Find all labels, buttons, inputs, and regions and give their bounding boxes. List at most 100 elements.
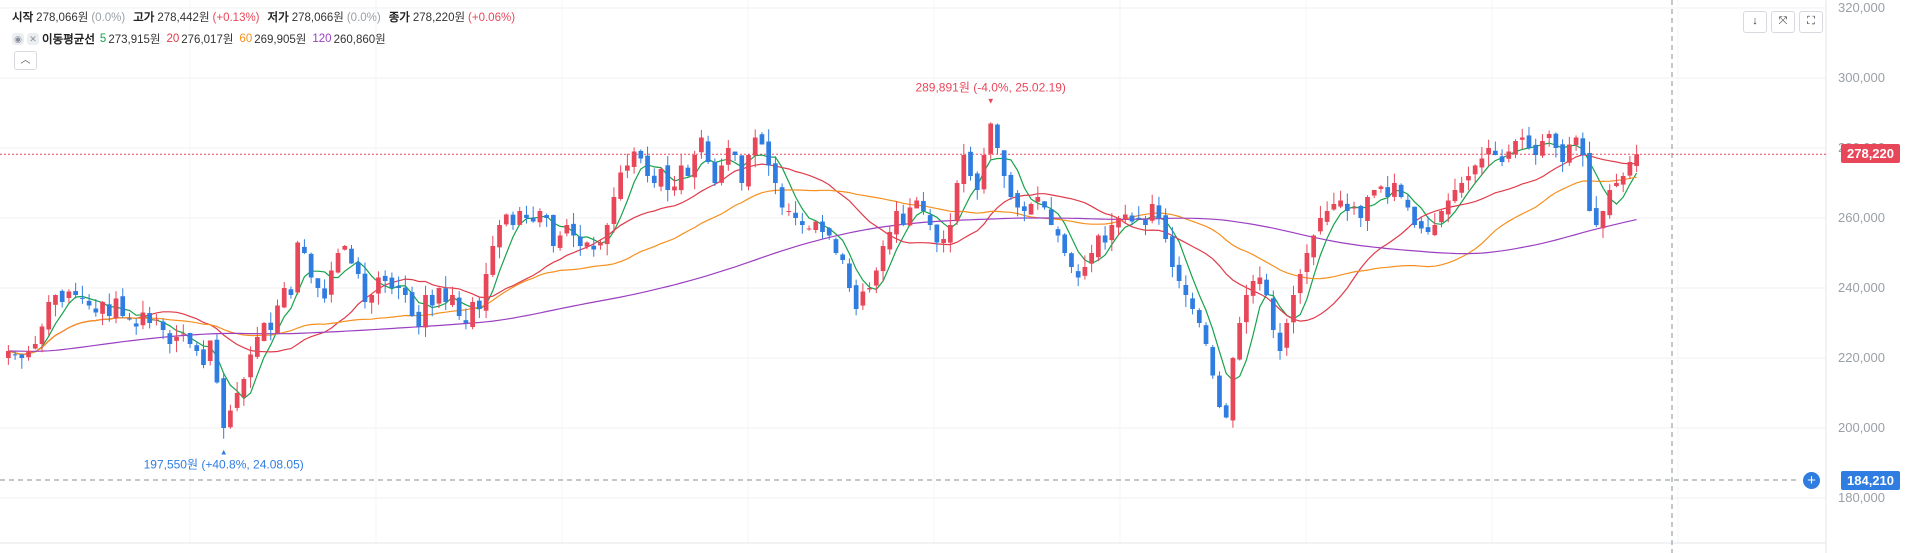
candle-body [32, 344, 38, 349]
close-label: 종가 [388, 12, 410, 24]
candle-body [1486, 148, 1491, 155]
candle-body [1445, 200, 1451, 215]
compress-icon: ⤧ [1778, 15, 1788, 27]
download-button[interactable]: ↓ [1743, 11, 1767, 33]
candle-body [450, 295, 455, 306]
candle-body [1129, 215, 1135, 222]
candle-body [1183, 284, 1189, 295]
candle-body [100, 302, 105, 314]
chart-annotations: ▼ 289,891원 (-4.0%, 25.02.19) ▲197,550원 (+4… [144, 80, 1066, 471]
candle-body [887, 232, 893, 250]
ma-legend: ◉ ✕ 이동평균선 5 273,915원 20 276,017원 60 269,905… [12, 31, 392, 47]
candle-body [39, 326, 45, 345]
candle-body [1553, 133, 1559, 148]
candle-body [1021, 206, 1027, 211]
candle-body [1270, 298, 1276, 330]
candle-body [1122, 214, 1128, 220]
candle-body [1223, 405, 1229, 418]
candle-body [174, 337, 179, 341]
candle-body [268, 322, 274, 330]
candle-body [1311, 235, 1317, 258]
candle-body [598, 242, 603, 246]
price-tick-label: 240,000 [1838, 280, 1885, 295]
candle-body [564, 225, 570, 234]
candle-body [1048, 209, 1054, 225]
candle-body [1257, 277, 1263, 285]
candle-body [1587, 152, 1592, 211]
candle-body [335, 253, 341, 273]
candle-body [1513, 141, 1518, 155]
candle-body [860, 291, 866, 306]
candle-body [133, 323, 139, 327]
candle-body [867, 288, 872, 290]
candle-body [26, 351, 31, 358]
candle-body [793, 212, 798, 218]
candle-body [261, 323, 267, 342]
close-value: 278,220원 [412, 12, 466, 24]
candle-body [456, 297, 462, 316]
candle-body [59, 290, 65, 302]
candle-body [1136, 217, 1142, 219]
candle-body [651, 175, 657, 183]
candle-body [396, 286, 401, 288]
candle-body [1432, 225, 1438, 236]
candle-body [1217, 375, 1222, 407]
candle-body [510, 214, 516, 225]
candle-body [1116, 218, 1121, 228]
candle-body [281, 288, 287, 308]
close-icon[interactable]: ✕ [27, 33, 39, 45]
chevron-up-icon: ︿ [20, 55, 31, 66]
current-price-badge: 278,220 [1841, 144, 1900, 163]
candle-body [988, 123, 994, 154]
candle-body [1546, 134, 1552, 139]
candle-body [1412, 206, 1417, 225]
candle-body [1466, 176, 1471, 181]
fullscreen-button[interactable]: ⛶ [1799, 11, 1823, 33]
candle-body [302, 246, 307, 253]
candle-body [1297, 274, 1303, 294]
price-tick-label: 260,000 [1838, 210, 1885, 225]
candle-body [436, 288, 442, 304]
candle-body [678, 165, 684, 191]
candle-body [1102, 235, 1108, 243]
add-alert-button[interactable]: + [1802, 471, 1821, 490]
candle-body [322, 288, 327, 299]
candle-body [497, 225, 502, 248]
candle-body [995, 124, 1000, 148]
candle-body [1351, 207, 1357, 209]
candle-body [658, 169, 664, 187]
fullscreen-icon: ⛶ [1807, 15, 1815, 27]
candle-body [1210, 347, 1216, 376]
candle-body [900, 213, 906, 225]
candle-body [618, 172, 624, 199]
candle-body [221, 378, 227, 428]
candle-body [1472, 165, 1478, 175]
compress-button[interactable]: ⤧ [1771, 11, 1795, 33]
candle-body [1190, 298, 1195, 309]
eye-icon[interactable]: ◉ [12, 33, 24, 45]
candle-body [1331, 204, 1337, 210]
candle-body [611, 197, 617, 224]
candle-body [1593, 208, 1599, 225]
close-change: (+0.06%) [468, 12, 516, 24]
candlesticks [6, 122, 1639, 439]
collapse-legend-button[interactable]: ︿ [14, 51, 37, 70]
candle-body [1163, 215, 1169, 239]
candle-body [786, 211, 792, 212]
low-label: 저가 [267, 12, 289, 24]
candle-body [1371, 190, 1377, 196]
ma60-line [8, 176, 1637, 356]
candle-body [53, 295, 58, 305]
candle-body [766, 141, 772, 166]
candle-body [12, 354, 18, 356]
candle-body [490, 246, 496, 275]
candle-body [234, 393, 240, 408]
candle-body [207, 340, 213, 362]
ma20-line [8, 154, 1637, 356]
candle-body [719, 165, 724, 183]
candle-body [631, 151, 637, 167]
candle-body [826, 228, 832, 236]
candle-body [625, 165, 630, 171]
candle-body [712, 162, 718, 183]
